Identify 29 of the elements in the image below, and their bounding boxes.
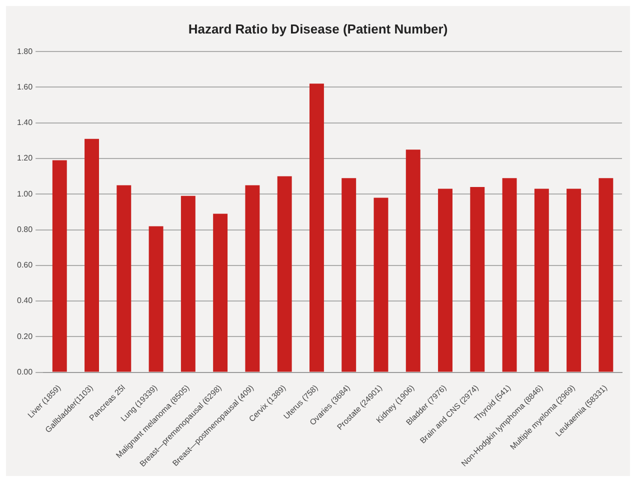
bar bbox=[277, 176, 292, 372]
y-tick-label: 1.20 bbox=[16, 154, 34, 163]
bar bbox=[245, 185, 260, 372]
bar bbox=[84, 138, 100, 372]
bar bbox=[406, 150, 420, 372]
bar bbox=[148, 226, 164, 372]
y-tick-label: 1.40 bbox=[16, 118, 34, 128]
bar bbox=[566, 188, 582, 372]
bar bbox=[180, 196, 196, 372]
chart-title: Hazard Ratio by Disease (Patient Number) bbox=[188, 21, 448, 36]
bar bbox=[502, 178, 517, 372]
bar bbox=[52, 160, 67, 372]
y-tick-label: 1.00 bbox=[16, 189, 34, 198]
y-tick-label: 0.20 bbox=[16, 332, 34, 341]
y-tick-label: 1.80 bbox=[16, 46, 34, 56]
bar bbox=[438, 188, 452, 372]
bar bbox=[374, 198, 388, 372]
bar bbox=[309, 84, 324, 372]
y-tick-label: 0.00 bbox=[16, 367, 34, 376]
bar bbox=[534, 188, 549, 372]
y-tick-label: 1.60 bbox=[16, 82, 34, 92]
bar bbox=[598, 178, 614, 372]
y-tick-label: 0.80 bbox=[16, 224, 34, 234]
y-tick-label: 0.40 bbox=[16, 296, 34, 306]
bar bbox=[342, 178, 356, 372]
bar bbox=[116, 185, 132, 372]
y-tick-label: 0.60 bbox=[16, 260, 34, 270]
bar bbox=[213, 214, 228, 372]
bar bbox=[470, 187, 485, 372]
